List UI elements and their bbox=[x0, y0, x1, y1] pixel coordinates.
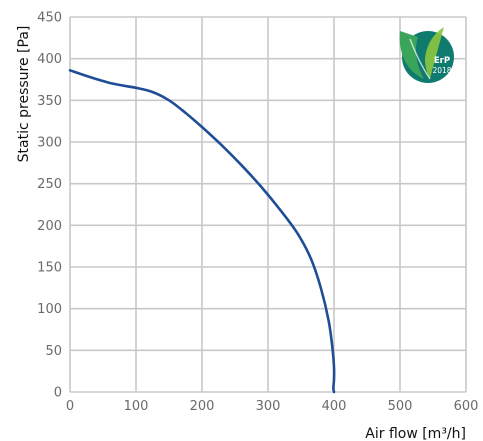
x-axis-title: Air flow [m³/h] bbox=[365, 426, 466, 441]
logo-text-erp: ErP bbox=[434, 56, 450, 66]
y-tick-label: 100 bbox=[37, 302, 62, 317]
y-tick-label: 350 bbox=[37, 94, 62, 109]
grid bbox=[69, 16, 467, 393]
y-tick-label: 300 bbox=[37, 136, 62, 151]
y-tick-label: 50 bbox=[45, 344, 62, 359]
y-tick-label: 400 bbox=[37, 52, 62, 67]
leaf-stem-icon bbox=[409, 38, 431, 80]
y-tick-label: 150 bbox=[37, 261, 62, 276]
y-tick-label: 450 bbox=[37, 11, 62, 26]
tick-labels: 0 100 200 300 400 500 600 0 50 100 150 200 250 300 350… bbox=[37, 11, 478, 415]
x-tick-label: 100 bbox=[124, 399, 149, 414]
erp-2018-logo: ErP 2018 bbox=[399, 27, 454, 83]
x-tick-label: 200 bbox=[190, 399, 215, 414]
logo-text-year: 2018 bbox=[432, 66, 451, 75]
leaf-right-icon bbox=[425, 27, 444, 79]
series-layer bbox=[68, 69, 336, 394]
y-axis-title: Static pressure [Pa] bbox=[16, 26, 32, 163]
y-tick-label: 250 bbox=[37, 177, 62, 192]
x-tick-label: 600 bbox=[454, 399, 479, 414]
leaf-left-icon bbox=[399, 31, 424, 79]
x-tick-label: 300 bbox=[256, 399, 281, 414]
x-tick-label: 0 bbox=[66, 399, 74, 414]
y-tick-label: 200 bbox=[37, 219, 62, 234]
series-line bbox=[68, 69, 336, 394]
x-tick-label: 500 bbox=[388, 399, 413, 414]
x-tick-label: 400 bbox=[322, 399, 347, 414]
y-tick-label: 0 bbox=[54, 386, 62, 401]
